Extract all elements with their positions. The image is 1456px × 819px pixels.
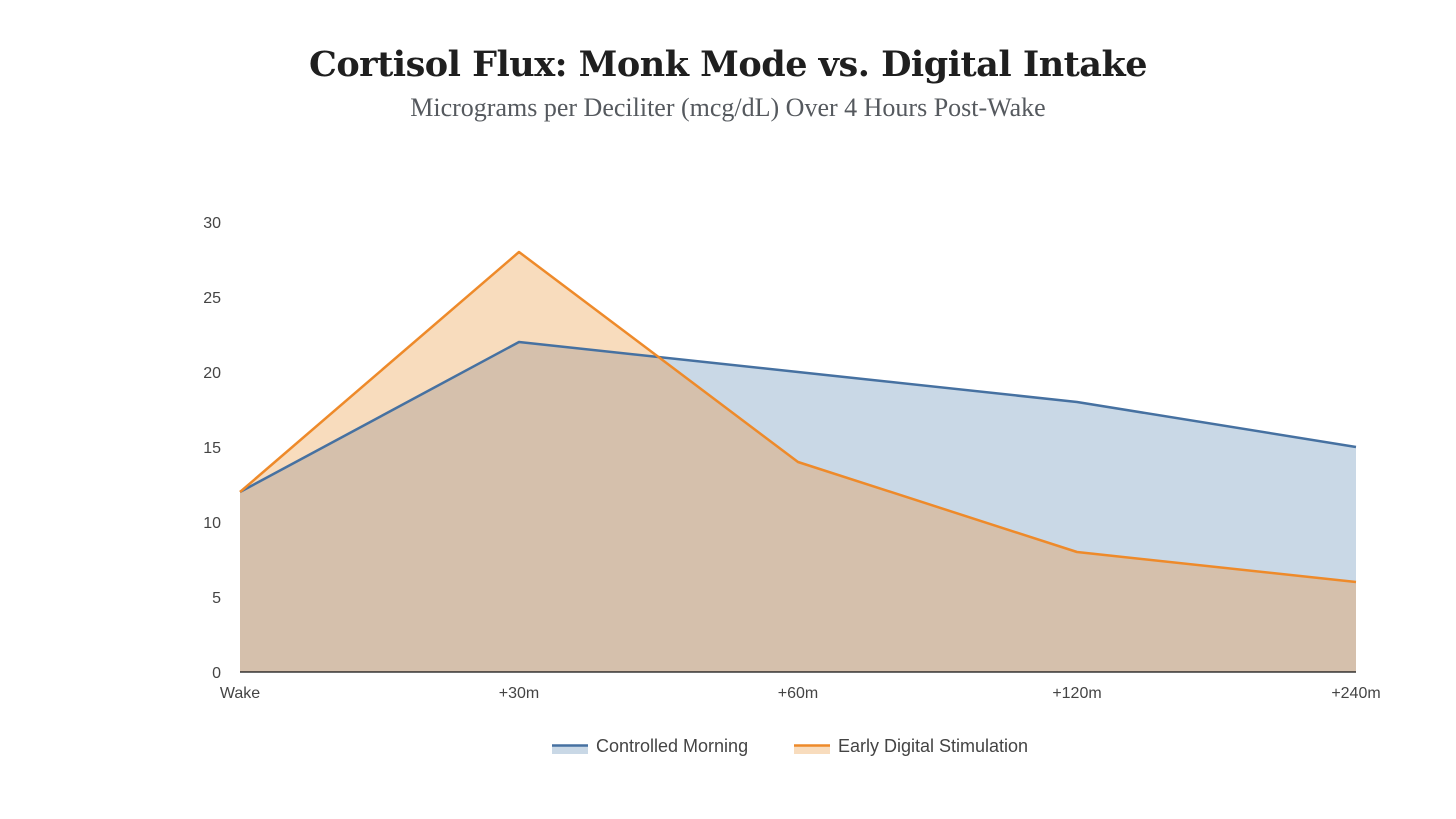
x-tick-label: +120m (1052, 685, 1101, 702)
x-tick-label: +60m (778, 685, 818, 702)
legend-item-early-digital-stimulation[interactable]: Early Digital Stimulation (794, 736, 1028, 756)
chart-title: Cortisol Flux: Monk Mode vs. Digital Int… (308, 44, 1148, 85)
legend-label: Early Digital Stimulation (838, 736, 1028, 756)
x-tick-label: +240m (1331, 685, 1380, 702)
legend-swatch-fill (552, 745, 588, 754)
legend-swatch-fill (794, 745, 830, 754)
x-tick-label: +30m (499, 685, 539, 702)
chart-subtitle: Micrograms per Deciliter (mcg/dL) Over 4… (410, 93, 1046, 122)
y-tick-label: 30 (203, 215, 221, 232)
y-tick-label: 25 (203, 290, 221, 307)
y-tick-label: 5 (212, 590, 221, 607)
y-tick-label: 20 (203, 365, 221, 382)
x-tick-label: Wake (220, 685, 260, 702)
y-tick-label: 15 (203, 440, 221, 457)
y-tick-label: 10 (203, 515, 221, 532)
legend-label: Controlled Morning (596, 736, 748, 756)
legend-item-controlled-morning[interactable]: Controlled Morning (552, 736, 748, 756)
y-tick-label: 0 (212, 665, 221, 682)
